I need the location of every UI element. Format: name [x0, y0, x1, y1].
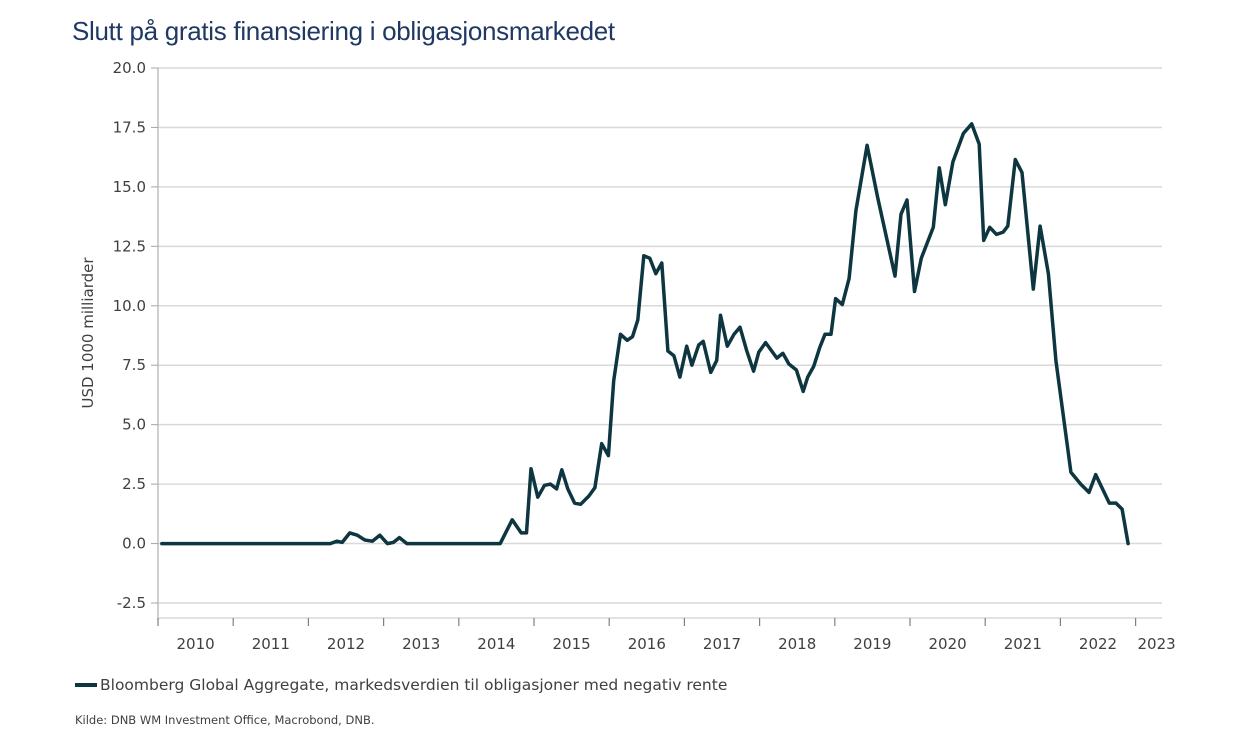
x-tick-label: 2023: [1138, 635, 1176, 653]
x-tick-label: 2014: [477, 635, 515, 653]
y-tick-label: 7.5: [122, 356, 146, 374]
y-tick-label: 20.0: [113, 59, 146, 77]
x-tick-label: 2012: [327, 635, 365, 653]
y-tick-label: -2.5: [117, 594, 146, 612]
source-note: Kilde: DNB WM Investment Office, Macrobo…: [75, 713, 375, 727]
y-tick-label: 17.5: [113, 118, 146, 136]
legend: Bloomberg Global Aggregate, markedsverdi…: [75, 676, 727, 694]
y-tick-label: 2.5: [122, 475, 146, 493]
x-tick-label: 2013: [402, 635, 440, 653]
chart-title: Slutt på gratis finansiering i obligasjo…: [72, 16, 615, 46]
axes: [157, 68, 1162, 620]
x-tick-label: 2016: [628, 635, 666, 653]
y-tick-label: 12.5: [113, 237, 146, 255]
series-line: [160, 122, 1130, 546]
y-axis-label: USD 1000 milliarder: [79, 257, 97, 409]
x-tick-label: 2019: [853, 635, 891, 653]
y-tick-label: 5.0: [122, 416, 146, 434]
x-tick-label: 2022: [1079, 635, 1117, 653]
x-axis-ticks: 2010 2011 2012 2013 2014 2015 2016 2017 2018 2019…: [157, 618, 1176, 653]
legend-label: Bloomberg Global Aggregate, markedsverdi…: [100, 676, 728, 694]
gridlines: [158, 67, 1162, 604]
x-tick-label: 2020: [929, 635, 967, 653]
y-tick-label: 15.0: [113, 178, 146, 196]
legend-swatch: [75, 683, 97, 687]
y-tick-label: 10.0: [113, 297, 146, 315]
x-tick-label: 2018: [778, 635, 816, 653]
y-tick-label: 0.0: [122, 535, 146, 553]
x-tick-label: 2011: [252, 635, 290, 653]
x-tick-label: 2017: [703, 635, 741, 653]
y-axis-ticks: 20.0 17.5 15.0 12.5 10.0 7.5 5.0 2.5 0.0 -2.5: [113, 59, 158, 612]
x-tick-label: 2015: [553, 635, 591, 653]
x-tick-label: 2021: [1004, 635, 1042, 653]
x-tick-label: 2010: [177, 635, 215, 653]
